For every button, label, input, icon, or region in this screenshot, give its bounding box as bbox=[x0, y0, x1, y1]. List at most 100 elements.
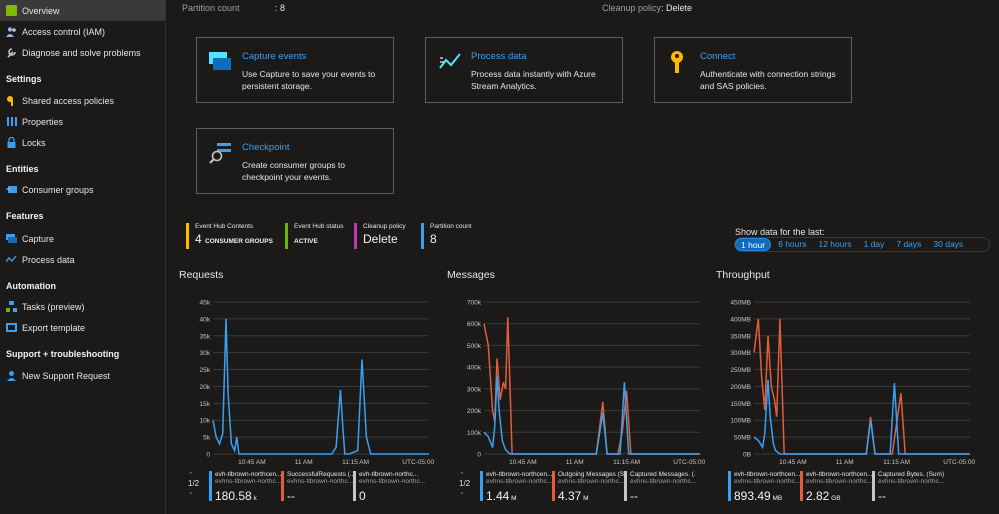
process-data-card[interactable]: Process data Process data instantly with… bbox=[425, 37, 623, 103]
tile-cleanup-policy[interactable]: Cleanup policy Delete bbox=[354, 223, 406, 249]
legend-value: 0 bbox=[359, 489, 366, 503]
legend-sub: evhns-tlbrown-northc... bbox=[287, 478, 353, 485]
cleanup-policy-label: Cleanup policy bbox=[602, 3, 662, 13]
nav-item-properties[interactable]: Properties bbox=[0, 111, 165, 132]
throughput-chart[interactable]: 450MB 400MB 350MB 300MB 250MB 200MB 150MB 100MB… bbox=[720, 296, 976, 468]
card-description: Use Capture to save your events to persi… bbox=[242, 69, 376, 91]
legend-name: evh-tlbrown-northcen... bbox=[734, 471, 800, 478]
tile-partition-count[interactable]: Partition count 8 bbox=[421, 223, 472, 249]
nav-item-overview[interactable]: Overview bbox=[0, 0, 165, 21]
tile-event-hub-contents[interactable]: Event Hub Contents 4 CONSUMER GROUPS bbox=[186, 223, 273, 249]
time-1-hour[interactable]: 1 hour bbox=[735, 238, 772, 251]
legend-name: evh-tlbrown-northcen... bbox=[215, 471, 281, 478]
legend-item[interactable]: evh-tlbrown-northc... evhns-tlbrown-north… bbox=[353, 471, 425, 503]
legend-name: evh-tlbrown-northcen... bbox=[806, 471, 872, 478]
y-tick-label: 250MB bbox=[730, 367, 751, 374]
capture-icon bbox=[209, 50, 233, 74]
tile-value: Delete bbox=[363, 232, 398, 246]
time-30-days[interactable]: 30 days bbox=[933, 239, 964, 249]
nav-item-process-data[interactable]: Process data bbox=[0, 249, 165, 270]
series-line bbox=[753, 379, 970, 455]
card-title[interactable]: Checkpoint bbox=[242, 142, 290, 153]
nav-item-label: Access control (IAM) bbox=[22, 26, 106, 37]
properties-icon bbox=[6, 116, 17, 127]
y-tick-label: 450MB bbox=[730, 300, 751, 307]
cleanup-policy-value: : Delete bbox=[661, 3, 693, 13]
card-description: Authenticate with connection strings and… bbox=[700, 69, 836, 91]
checkpoint-card[interactable]: Checkpoint Create consumer groups to che… bbox=[196, 128, 394, 194]
nav-item-consumer-groups[interactable]: Consumer groups bbox=[0, 179, 165, 200]
y-tick-label: 25k bbox=[200, 367, 211, 374]
legend-pager[interactable]: ⌃ 1/2 ⌄ bbox=[459, 471, 470, 496]
legend-item[interactable]: Captured Bytes. (Sum) evhns-tlbrown-north… bbox=[872, 471, 944, 503]
process-data-icon bbox=[5, 254, 17, 265]
nav-item-label: Shared access policies bbox=[22, 95, 115, 106]
capture-events-card[interactable]: Capture events Use Capture to save your … bbox=[196, 37, 394, 103]
legend-value: 180.58 k bbox=[215, 489, 257, 503]
connect-card[interactable]: Connect Authenticate with connection str… bbox=[654, 37, 852, 103]
y-tick-label: 0 bbox=[206, 452, 210, 459]
legend-item[interactable]: SuccessfulRequests (... evhns-tlbrown-nor… bbox=[281, 471, 353, 503]
nav-item-label: New Support Request bbox=[22, 370, 111, 381]
legend-item[interactable]: evh-tlbrown-northcen... evhns-tlbrown-nor… bbox=[800, 471, 872, 503]
nav-item-label: Tasks (preview) bbox=[22, 301, 85, 312]
x-tick-label: UTC-05:00 bbox=[673, 459, 705, 466]
nav-item-tasks[interactable]: Tasks (preview) bbox=[0, 296, 165, 317]
x-tick-label: 11 AM bbox=[295, 459, 313, 466]
legend-item[interactable]: evh-tlbrown-northcen... evhns-tlbrown-nor… bbox=[209, 471, 281, 503]
x-tick-label: UTC-05:00 bbox=[943, 459, 975, 466]
time-1-day[interactable]: 1 day bbox=[863, 239, 885, 249]
legend-item[interactable]: Captured Messages. (... evhns-tlbrown-nor… bbox=[624, 471, 696, 503]
legend-name: SuccessfulRequests (... bbox=[287, 471, 353, 478]
wrench-icon bbox=[6, 47, 17, 58]
nav-item-access-control[interactable]: Access control (IAM) bbox=[0, 21, 165, 42]
series-line bbox=[212, 318, 429, 455]
legend-sub: evhns-tlbrown-northc... bbox=[878, 478, 944, 485]
x-tick-label: 10:45 AM bbox=[779, 459, 806, 466]
legend-pager[interactable]: ⌃ 1/2 ⌄ bbox=[188, 471, 199, 496]
legend-item[interactable]: evh-tlbrown-northcen... evhns-tlbrown-nor… bbox=[480, 471, 552, 503]
requests-chart-title: Requests bbox=[179, 269, 224, 281]
nav-item-label: Capture bbox=[22, 233, 55, 244]
y-tick-label: 100k bbox=[467, 430, 482, 437]
y-tick-label: 200MB bbox=[730, 384, 751, 391]
nav-item-label: Diagnose and solve problems bbox=[22, 47, 141, 58]
capture-icon bbox=[6, 233, 17, 244]
card-title[interactable]: Capture events bbox=[242, 51, 307, 62]
time-6-hours[interactable]: 6 hours bbox=[778, 239, 807, 249]
legend-name: Captured Messages. (... bbox=[630, 471, 696, 478]
card-description: Create consumer groups to checkpoint you… bbox=[242, 160, 345, 182]
card-title[interactable]: Connect bbox=[700, 51, 736, 62]
legend-item[interactable]: Outgoing Messages (Sum)evhns-tlbrown-nor… bbox=[552, 471, 624, 503]
section-automation: Automation bbox=[6, 281, 56, 291]
legend-sub: evhns-tlbrown-northc... bbox=[734, 478, 800, 485]
nav-item-diagnose[interactable]: Diagnose and solve problems bbox=[0, 42, 165, 63]
nav-item-label: Overview bbox=[22, 5, 60, 16]
y-tick-label: 400MB bbox=[730, 316, 751, 323]
legend-item[interactable]: evh-tlbrown-northcen... evhns-tlbrown-nor… bbox=[728, 471, 800, 503]
legend-sub: evhns-tlbrown-northc... bbox=[486, 478, 552, 485]
legend-sub: evhns-tlbrown-northc... bbox=[806, 478, 872, 485]
time-7-days[interactable]: 7 days bbox=[896, 239, 922, 249]
chevron-up-icon: ⌃ bbox=[459, 472, 465, 479]
legend-sub: evhns-tlbrown-northc... bbox=[558, 478, 624, 485]
nav-item-locks[interactable]: Locks bbox=[0, 132, 165, 153]
nav-item-new-support-request[interactable]: New Support Request bbox=[0, 365, 165, 386]
nav-item-export-template[interactable]: Export template bbox=[0, 317, 165, 338]
requests-chart[interactable]: 45k 40k 35k 30k 25k 20k 15k 10k 5k 0 10:45 AM 11 AM… bbox=[179, 296, 435, 468]
legend-value: -- bbox=[287, 489, 295, 503]
throughput-chart-title: Throughput bbox=[716, 269, 770, 281]
y-tick-label: 50MB bbox=[734, 435, 751, 442]
messages-chart[interactable]: 700k 600k 500k 400k 300k 200k 100k 0 10:45 AM 11 … bbox=[450, 296, 706, 468]
legend-sub: evhns-tlbrown-northc... bbox=[630, 478, 696, 485]
y-tick-label: 0 bbox=[477, 452, 481, 459]
x-tick-label: 10:45 AM bbox=[238, 459, 265, 466]
nav-item-shared-access[interactable]: Shared access policies bbox=[0, 90, 165, 111]
card-title[interactable]: Process data bbox=[471, 51, 527, 62]
time-12-hours[interactable]: 12 hours bbox=[818, 239, 852, 249]
export-template-icon bbox=[6, 322, 17, 333]
tile-event-hub-status[interactable]: Event Hub status ACTIVE bbox=[285, 223, 344, 249]
y-tick-label: 400k bbox=[467, 365, 482, 372]
y-tick-label: 100MB bbox=[730, 418, 751, 425]
nav-item-capture[interactable]: Capture bbox=[0, 228, 165, 249]
